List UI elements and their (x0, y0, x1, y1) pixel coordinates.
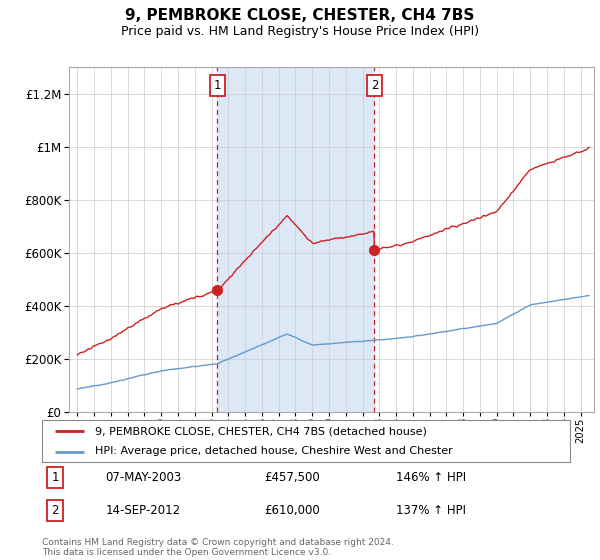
Text: 146% ↑ HPI: 146% ↑ HPI (396, 471, 466, 484)
Text: £457,500: £457,500 (264, 471, 320, 484)
Text: Contains HM Land Registry data © Crown copyright and database right 2024.
This d: Contains HM Land Registry data © Crown c… (42, 538, 394, 557)
Text: 2: 2 (371, 80, 378, 92)
Text: HPI: Average price, detached house, Cheshire West and Chester: HPI: Average price, detached house, Ches… (95, 446, 452, 456)
Text: 9, PEMBROKE CLOSE, CHESTER, CH4 7BS (detached house): 9, PEMBROKE CLOSE, CHESTER, CH4 7BS (det… (95, 426, 427, 436)
Text: 07-MAY-2003: 07-MAY-2003 (106, 471, 182, 484)
Text: 1: 1 (52, 471, 59, 484)
Text: 1: 1 (214, 80, 221, 92)
Text: £610,000: £610,000 (264, 504, 320, 517)
Text: Price paid vs. HM Land Registry's House Price Index (HPI): Price paid vs. HM Land Registry's House … (121, 25, 479, 38)
Text: 2: 2 (52, 504, 59, 517)
Text: 9, PEMBROKE CLOSE, CHESTER, CH4 7BS: 9, PEMBROKE CLOSE, CHESTER, CH4 7BS (125, 8, 475, 24)
Text: 14-SEP-2012: 14-SEP-2012 (106, 504, 181, 517)
Text: 137% ↑ HPI: 137% ↑ HPI (396, 504, 466, 517)
Bar (217, 67, 374, 412)
FancyBboxPatch shape (42, 420, 570, 462)
